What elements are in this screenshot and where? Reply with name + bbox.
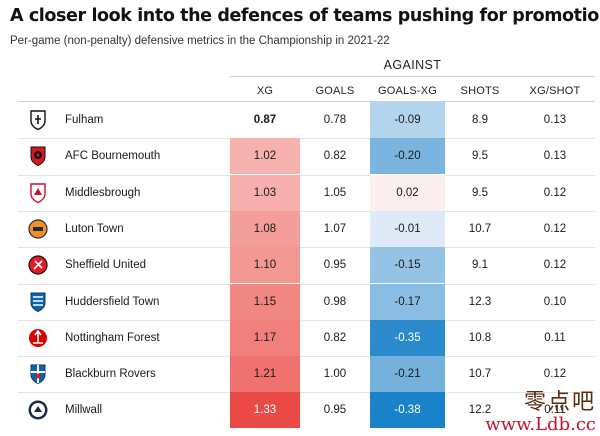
watermark-url: www.Ldb.cc	[485, 414, 596, 435]
cell-goals: 0.95	[323, 259, 347, 272]
cell-xg-per-shot: 0.10	[543, 295, 567, 308]
cell-xg: 1.08	[230, 210, 300, 247]
cell-goals: 0.78	[323, 114, 347, 126]
bournemouth-crest-icon	[27, 145, 49, 167]
cell-xg: 1.02	[230, 138, 300, 175]
cell-goals-xg: -0.20	[370, 138, 445, 175]
cell-shots: 9.5	[472, 150, 488, 163]
row-divider	[18, 247, 595, 249]
column-header-xg-per-shot: XG/SHOT	[529, 85, 581, 97]
cell-xg: 1.15	[230, 283, 300, 320]
cell-xg-per-shot: 0.12	[543, 222, 567, 235]
cell-goals: 0.82	[323, 150, 347, 163]
cell-shots: 10.7	[468, 368, 492, 381]
cell-xg-per-shot: 0.12	[543, 186, 567, 199]
row-divider	[18, 319, 595, 321]
nottingham-forest-crest-icon	[27, 327, 49, 349]
table-row: Huddersfield Town 1.15 0.98 -0.17 12.3 0.10	[0, 283, 600, 320]
table-row: AFC Bournemouth 1.02 0.82 -0.20 9.5 0.13	[0, 138, 600, 175]
team-name: Fulham	[65, 114, 104, 126]
cell-xg: 1.33	[230, 392, 300, 429]
cell-shots: 12.3	[468, 295, 492, 308]
cell-goals: 0.98	[323, 295, 347, 308]
cell-shots: 9.1	[472, 259, 488, 272]
cell-shots: 9.5	[472, 186, 488, 199]
column-header-xg: XG	[256, 85, 274, 97]
team-name: Nottingham Forest	[65, 331, 160, 344]
cell-shots: 12.2	[468, 404, 492, 417]
column-header-shots: SHOTS	[460, 85, 500, 97]
team-name: AFC Bournemouth	[65, 150, 161, 163]
cell-goals-xg: -0.17	[370, 283, 445, 320]
table-row: Sheffield United 1.10 0.95 -0.15 9.1 0.12	[0, 247, 600, 284]
table-row: Fulham 0.87 0.78 -0.09 8.9 0.13	[0, 102, 600, 138]
cell-goals-xg: -0.01	[370, 210, 445, 247]
cell-xg: 0.87	[253, 114, 277, 126]
row-divider	[18, 283, 595, 285]
chart-title: A closer look into the defences of teams…	[10, 6, 600, 26]
cell-goals-xg: -0.15	[370, 247, 445, 284]
column-header-goals: GOALS	[315, 85, 355, 97]
row-divider	[18, 174, 595, 176]
huddersfield-crest-icon	[27, 291, 49, 313]
blackburn-crest-icon	[27, 363, 49, 385]
fulham-crest-icon	[27, 109, 49, 131]
cell-xg: 1.17	[230, 319, 300, 356]
team-name: Middlesbrough	[65, 186, 141, 199]
cell-goals: 1.05	[323, 186, 347, 199]
cell-shots: 8.9	[472, 114, 488, 126]
cell-shots: 10.7	[468, 222, 492, 235]
cell-goals: 0.95	[323, 404, 347, 417]
team-name: Blackburn Rovers	[65, 368, 156, 381]
group-header-rule	[230, 76, 595, 77]
table-row: Middlesbrough 1.03 1.05 0.02 9.5 0.12	[0, 174, 600, 211]
table-row: Luton Town 1.08 1.07 -0.01 10.7 0.12	[0, 210, 600, 247]
watermark-chinese-text: 零点吧	[523, 390, 596, 415]
cell-goals: 1.07	[323, 222, 347, 235]
cell-xg-per-shot: 0.13	[543, 114, 567, 126]
table-row: Blackburn Rovers 1.21 1.00 -0.21 10.7 0.12	[0, 356, 600, 393]
middlesbrough-crest-icon	[27, 182, 49, 204]
table-row: Nottingham Forest 1.17 0.82 -0.35 10.8 0.11	[0, 319, 600, 356]
cell-xg-per-shot: 0.12	[543, 259, 567, 272]
cell-goals-xg: -0.21	[370, 356, 445, 393]
cell-xg-per-shot: 0.12	[543, 368, 567, 381]
sheffield-united-crest-icon	[27, 254, 49, 276]
cell-goals: 0.82	[323, 331, 347, 344]
cell-goals-xg: 0.02	[370, 174, 445, 211]
cell-goals: 1.00	[323, 368, 347, 381]
row-divider	[18, 138, 595, 140]
cell-goals-xg: -0.35	[370, 319, 445, 356]
cell-goals-xg: -0.38	[370, 392, 445, 429]
team-name: Millwall	[65, 404, 103, 417]
cell-xg-per-shot: 0.11	[544, 331, 566, 344]
cell-shots: 10.8	[468, 331, 492, 344]
table-row: Millwall 1.33 0.95 -0.38 12.2 0.11	[0, 392, 600, 429]
row-divider	[18, 356, 595, 358]
header-rule	[18, 101, 595, 102]
team-name: Luton Town	[65, 222, 124, 235]
watermark: 零点吧 www.Ldb.cc	[485, 392, 596, 434]
millwall-crest-icon	[27, 399, 49, 421]
cell-xg: 1.10	[230, 247, 300, 284]
team-name: Huddersfield Town	[65, 295, 160, 308]
cell-xg: 1.03	[230, 174, 300, 211]
team-name: Sheffield United	[65, 259, 146, 272]
cell-goals-xg: -0.09	[370, 102, 445, 138]
cell-xg-per-shot: 0.13	[543, 150, 567, 163]
chart-subtitle: Per-game (non-penalty) defensive metrics…	[10, 35, 390, 47]
row-divider	[18, 392, 595, 394]
row-divider	[18, 210, 595, 212]
group-header-against: AGAINST	[383, 58, 442, 72]
cell-xg: 1.21	[230, 356, 300, 393]
luton-crest-icon	[27, 218, 49, 240]
cell-xg-per-shot: 0.11	[544, 404, 566, 417]
column-header-goals-xg: GOALS-XG	[377, 85, 438, 97]
